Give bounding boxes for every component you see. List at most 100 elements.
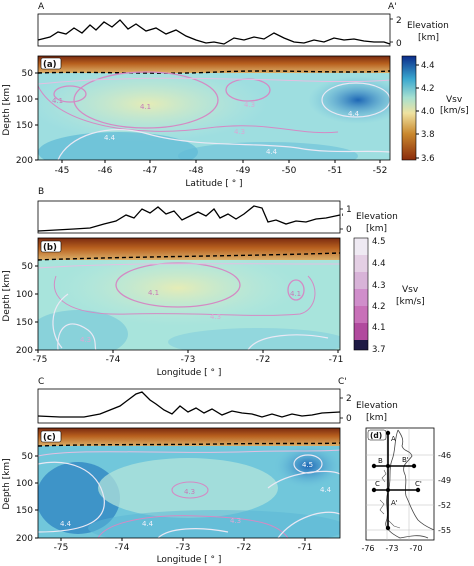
moho-line-a bbox=[38, 70, 390, 74]
colorbar-continuous: 4.4 4.2 4.0 3.8 3.6 Vsv [km/s] bbox=[401, 55, 469, 164]
ytick-b-200: 200 bbox=[16, 346, 33, 356]
profile-end-label-c: C' bbox=[338, 377, 347, 387]
colorbar-discrete: 4.5 4.4 4.3 4.2 4.1 3.7 Vsv [km/s] bbox=[353, 237, 425, 355]
ytick-a-150: 150 bbox=[16, 121, 33, 131]
elev-label-c: Elevation bbox=[356, 401, 398, 411]
location-map: A B B' C C' A' (d) -46 -49 -52 -55 -76 -… bbox=[361, 427, 451, 553]
xtick-b-1: -75 bbox=[33, 355, 48, 365]
elev-unit-a: [km] bbox=[418, 33, 439, 43]
profile-start-label-b: B bbox=[38, 187, 44, 197]
contour-label-b-3: 4.3 bbox=[210, 313, 221, 321]
contour-label-b-4: 4.3 bbox=[80, 336, 91, 344]
x-axis-label-b: Longitude [ ° ] bbox=[157, 368, 222, 378]
contour-label-a-3: 4.3 bbox=[244, 101, 255, 109]
map-label-c: C bbox=[375, 480, 380, 488]
contour-label-a-7: 4.4 bbox=[348, 110, 360, 118]
contour-label-a-4: 4.3 bbox=[234, 128, 245, 136]
map-xtick-2: -73 bbox=[385, 544, 398, 553]
x-axis-b: -75 -74 -73 -72 -71 Longitude [ ° ] bbox=[33, 350, 343, 378]
elev-tick-a-bottom: 0 bbox=[396, 39, 402, 49]
y-axis-b: 50 100 150 200 Depth [km] bbox=[2, 262, 38, 356]
cbar2-unit: [km/s] bbox=[396, 297, 425, 307]
xtick-b-3: -73 bbox=[181, 355, 196, 365]
contour-label-a-2: 4.1 bbox=[52, 97, 63, 105]
x-axis-a: -45 -46 -47 -48 -49 -50 -51 -52 Latitude… bbox=[55, 160, 387, 189]
x-axis-c: -75 -74 -73 -72 -71 Longitude [ ° ] bbox=[54, 538, 312, 565]
map-label-c-prime: C' bbox=[415, 480, 422, 488]
xtick-c-3: -73 bbox=[176, 543, 191, 553]
elev-tick-b-top: 1 bbox=[346, 205, 352, 215]
xtick-a-6: -50 bbox=[282, 166, 297, 176]
ytick-a-50: 50 bbox=[22, 69, 34, 79]
moho-line-c bbox=[38, 442, 340, 447]
cbar1-tick-2: 4.2 bbox=[421, 84, 435, 94]
cbar2-tick-1: 4.5 bbox=[372, 237, 386, 247]
elev-label-a: Elevation bbox=[407, 21, 449, 31]
elev-tick-a-top: 2 bbox=[396, 16, 402, 26]
contour-label-a-5: 4.4 bbox=[104, 134, 116, 142]
xtick-a-2: -46 bbox=[98, 166, 113, 176]
cbar1-tick-1: 4.4 bbox=[421, 61, 435, 71]
cbar2-tick-4: 4.2 bbox=[372, 302, 386, 312]
xtick-a-5: -49 bbox=[236, 166, 251, 176]
contour-label-c-5: 4.3 bbox=[184, 488, 195, 496]
ytick-c-100: 100 bbox=[16, 479, 33, 489]
map-ytick-3: -52 bbox=[438, 501, 451, 510]
elevation-frame-a bbox=[37, 13, 391, 47]
map-ytick-4: -55 bbox=[438, 526, 451, 535]
panel-label-box-c bbox=[40, 430, 62, 443]
contour-label-b-2: 4.1 bbox=[290, 290, 301, 298]
profile-end-label-a: A' bbox=[388, 2, 397, 12]
xtick-c-2: -74 bbox=[115, 543, 130, 553]
map-xtick-3: -70 bbox=[409, 544, 422, 553]
cbar2-tick-2: 4.4 bbox=[372, 259, 386, 269]
y-axis-label-a: Depth [km] bbox=[2, 84, 12, 135]
ytick-a-100: 100 bbox=[16, 95, 33, 105]
cbar2-tick-3: 4.3 bbox=[372, 281, 386, 291]
section-b: B B' 1 0 Elevation [km] 4.1 4.1 4.3 4.3 bbox=[2, 187, 425, 378]
ytick-a-200: 200 bbox=[16, 156, 33, 166]
ytick-c-50: 50 bbox=[22, 452, 34, 462]
cbar1-tick-5: 3.6 bbox=[421, 154, 435, 164]
tomography-panel-b: 4.1 4.1 4.3 4.3 bbox=[38, 238, 340, 350]
panel-label-b: (b) bbox=[43, 243, 57, 253]
cbar1-tick-4: 3.8 bbox=[421, 130, 435, 140]
tomography-panel-c: 4.5 4.4 4.4 4.4 4.3 4.3 bbox=[38, 428, 340, 538]
cbar1-unit: [km/s] bbox=[440, 106, 469, 116]
coastline bbox=[385, 429, 435, 539]
elev-unit-c: [km] bbox=[366, 413, 387, 423]
contour-label-b-1: 4.1 bbox=[148, 289, 159, 297]
map-label-a-prime: A' bbox=[391, 499, 398, 507]
xtick-a-7: -51 bbox=[328, 166, 343, 176]
ytick-c-150: 150 bbox=[16, 506, 33, 516]
ytick-b-100: 100 bbox=[16, 290, 33, 300]
contour-label-a-1: 4.1 bbox=[140, 103, 151, 111]
xtick-b-4: -72 bbox=[256, 355, 271, 365]
elevation-profile-b bbox=[37, 205, 341, 232]
xtick-a-1: -45 bbox=[55, 166, 70, 176]
elev-unit-b: [km] bbox=[366, 224, 387, 234]
profile-start-label-a: A bbox=[38, 2, 45, 12]
elevation-profile-c bbox=[37, 391, 341, 418]
cbar1-title: Vsv bbox=[446, 95, 463, 105]
section-a: A A' 2 0 Elevation [km] 4.1 bbox=[2, 2, 469, 189]
tomography-panel-a: 4.1 4.1 4.3 4.3 4.4 4.4 4.4 bbox=[38, 56, 390, 160]
panel-label-box-a bbox=[40, 57, 62, 70]
profile-start-label-c: C bbox=[38, 377, 44, 387]
panel-label-box-d bbox=[367, 429, 387, 441]
panel-label-box-b bbox=[40, 240, 62, 253]
contour-label-c-3: 4.4 bbox=[60, 520, 72, 528]
elevation-frame-c bbox=[37, 388, 341, 424]
contour-label-c-4: 4.4 bbox=[142, 520, 154, 528]
xtick-c-4: -72 bbox=[237, 543, 252, 553]
map-label-a: A bbox=[391, 435, 396, 443]
x-axis-label-c: Longitude [ ° ] bbox=[157, 555, 222, 565]
y-axis-label-c: Depth [km] bbox=[2, 458, 12, 509]
elev-tick-c-top: 2 bbox=[346, 394, 352, 404]
contour-label-c-6: 4.3 bbox=[230, 517, 241, 525]
map-ytick-2: -49 bbox=[438, 476, 451, 485]
cbar2-title: Vsv bbox=[402, 285, 419, 295]
map-label-b-prime: B' bbox=[402, 456, 409, 464]
